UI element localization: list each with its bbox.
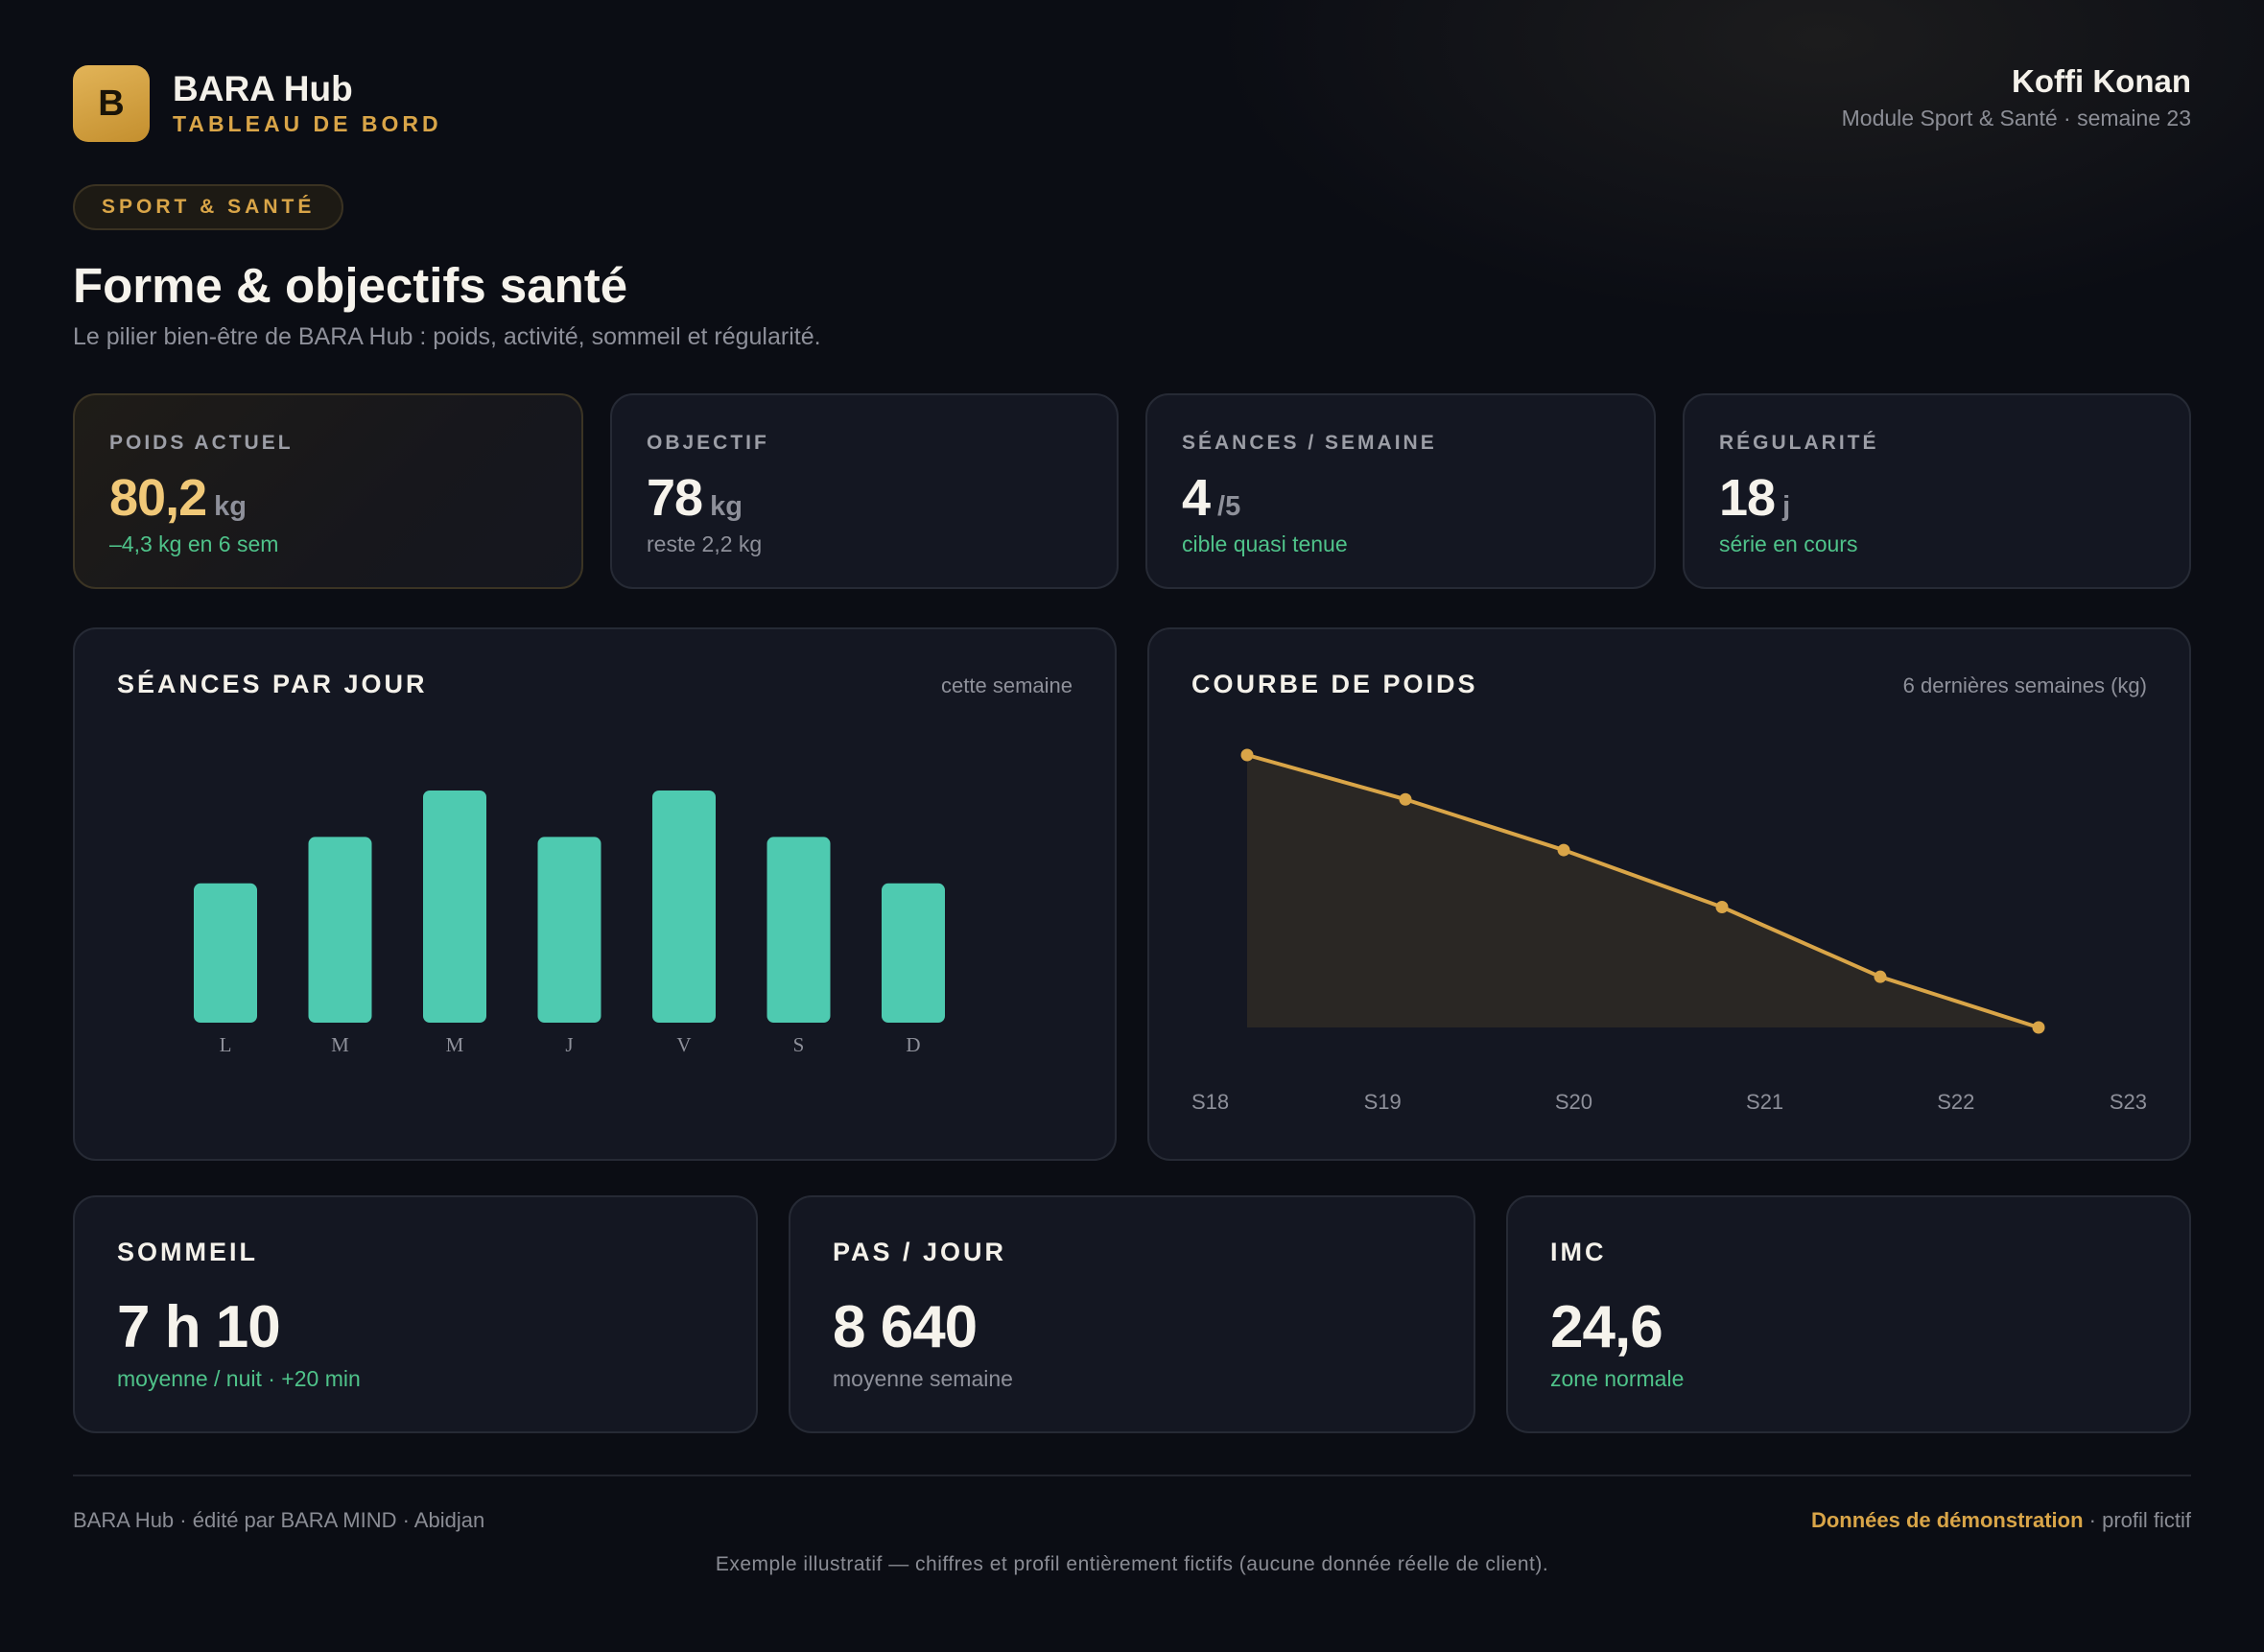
week-tick-label: S18 — [1191, 1090, 1229, 1114]
week-tick-label: S23 — [2110, 1090, 2147, 1114]
bar-0 — [194, 883, 257, 1023]
kpi-note: série en cours — [1719, 531, 1858, 556]
demo-data-label: Données de démonstration — [1810, 1508, 2084, 1532]
kpi-unit: /5 — [1217, 491, 1241, 522]
kpi-card-objective: OBJECTIF 78 kg reste 2,2 kg — [610, 393, 1119, 589]
kpi-unit: j — [1782, 491, 1791, 522]
logo-letter: B — [98, 83, 125, 124]
week-tick-label: S22 — [1937, 1090, 1974, 1114]
bar-tick-label: D — [906, 1033, 920, 1056]
bar-5 — [766, 837, 831, 1023]
kpi-value: 18 — [1719, 469, 1776, 527]
bar-3 — [537, 837, 601, 1023]
app-subtitle: TABLEAU DE BORD — [173, 111, 442, 136]
section-pill: SPORT & SANTÉ — [73, 184, 344, 230]
kpi-value-group: 18 j — [1719, 468, 1790, 528]
bmi-card: IMC 24,6 zone normale — [1506, 1195, 2191, 1433]
kpi-value: 78 — [647, 469, 703, 527]
bar-2 — [423, 791, 486, 1023]
weight-point-2 — [1557, 843, 1570, 857]
page-title: Forme & objectifs santé — [73, 258, 628, 313]
week-tick-label: S19 — [1364, 1090, 1402, 1114]
app-name: BARA Hub — [173, 69, 353, 108]
kpi-value: 4 — [1182, 469, 1211, 527]
kpi-unit: kg — [710, 491, 743, 522]
profile-fictif-label: · profil fictif — [2083, 1508, 2191, 1532]
kpi-label: RÉGULARITÉ — [1719, 432, 1879, 454]
panel-subtitle: cette semaine — [941, 673, 1073, 697]
kpi-value-group: 4 /5 — [1182, 468, 1240, 528]
kpi-label: OBJECTIF — [647, 432, 769, 454]
bar-tick-label: M — [446, 1033, 464, 1056]
user-module-info: Module Sport & Santé · semaine 23 — [1841, 106, 2191, 130]
stat-value: 7 h 10 — [117, 1294, 281, 1360]
bar-tick-label: L — [220, 1033, 232, 1056]
app-logo[interactable]: B — [73, 65, 150, 142]
kpi-unit: kg — [214, 491, 247, 522]
kpi-value: 80,2 — [109, 469, 207, 527]
panel-title: COURBE DE POIDS — [1191, 670, 1478, 698]
page-subtitle: Le pilier bien-être de BARA Hub : poids,… — [73, 323, 821, 350]
kpi-note: cible quasi tenue — [1182, 531, 1348, 556]
weight-point-3 — [1715, 901, 1729, 914]
sessions-per-day-panel: SÉANCES PAR JOUR cette semaine L M M J V S D — [73, 627, 1117, 1161]
stat-note: moyenne semaine — [833, 1366, 1013, 1391]
stat-note: zone normale — [1550, 1366, 1685, 1391]
kpi-label: POIDS ACTUEL — [109, 432, 294, 454]
footer-divider — [73, 1475, 2191, 1476]
stat-value: 8 640 — [833, 1294, 978, 1360]
weight-line — [1246, 753, 2040, 1029]
stat-label: PAS / JOUR — [833, 1238, 1007, 1266]
weight-point-5 — [2032, 1021, 2045, 1034]
footer-demo-notice: Données de démonstration · profil fictif — [1811, 1508, 2191, 1533]
week-tick-label: S20 — [1555, 1090, 1592, 1114]
weight-curve-panel: COURBE DE POIDS 6 dernières semaines (kg… — [1147, 627, 2191, 1161]
bar-6 — [882, 883, 945, 1023]
kpi-note: reste 2,2 kg — [647, 531, 763, 556]
panel-title: SÉANCES PAR JOUR — [117, 670, 428, 698]
kpi-note: –4,3 kg en 6 sem — [109, 531, 279, 556]
kpi-card-sessions-week: SÉANCES / SEMAINE 4 /5 cible quasi tenue — [1145, 393, 1656, 589]
week-tick-label: S21 — [1746, 1090, 1783, 1114]
weight-area-fill — [1247, 755, 2039, 1027]
stat-label: IMC — [1550, 1238, 1607, 1266]
bar-tick-label: J — [565, 1033, 573, 1056]
sleep-card: SOMMEIL 7 h 10 moyenne / nuit · +20 min — [73, 1195, 758, 1433]
weight-area-chart: S18 S19 S20 S21 S22 S23 — [1191, 748, 2147, 1114]
kpi-value-group: 80,2 kg — [109, 468, 247, 528]
weight-point-1 — [1399, 792, 1412, 806]
bar-tick-label: V — [676, 1033, 691, 1056]
stat-label: SOMMEIL — [117, 1238, 258, 1266]
bar-1 — [308, 837, 372, 1023]
bar-tick-label: M — [331, 1033, 349, 1056]
stat-note: moyenne / nuit · +20 min — [117, 1366, 361, 1391]
footer-credits: BARA Hub · édité par BARA MIND · Abidjan — [73, 1508, 485, 1532]
kpi-value-group: 78 kg — [647, 468, 743, 528]
steps-card: PAS / JOUR 8 640 moyenne semaine — [789, 1195, 1475, 1433]
kpi-card-regularity: RÉGULARITÉ 18 j série en cours — [1683, 393, 2191, 589]
footer-disclaimer: Exemple illustratif — chiffres et profil… — [715, 1553, 1549, 1575]
weight-point-4 — [1874, 970, 1887, 983]
bar-4 — [652, 791, 716, 1023]
kpi-card-current-weight: POIDS ACTUEL 80,2 kg –4,3 kg en 6 sem — [73, 393, 583, 589]
panel-subtitle: 6 dernières semaines (kg) — [1902, 673, 2147, 697]
kpi-label: SÉANCES / SEMAINE — [1182, 432, 1437, 454]
bar-tick-label: S — [793, 1033, 805, 1056]
weight-point-0 — [1240, 748, 1254, 762]
user-name[interactable]: Koffi Konan — [2012, 63, 2191, 99]
stat-value: 24,6 — [1550, 1294, 1663, 1360]
